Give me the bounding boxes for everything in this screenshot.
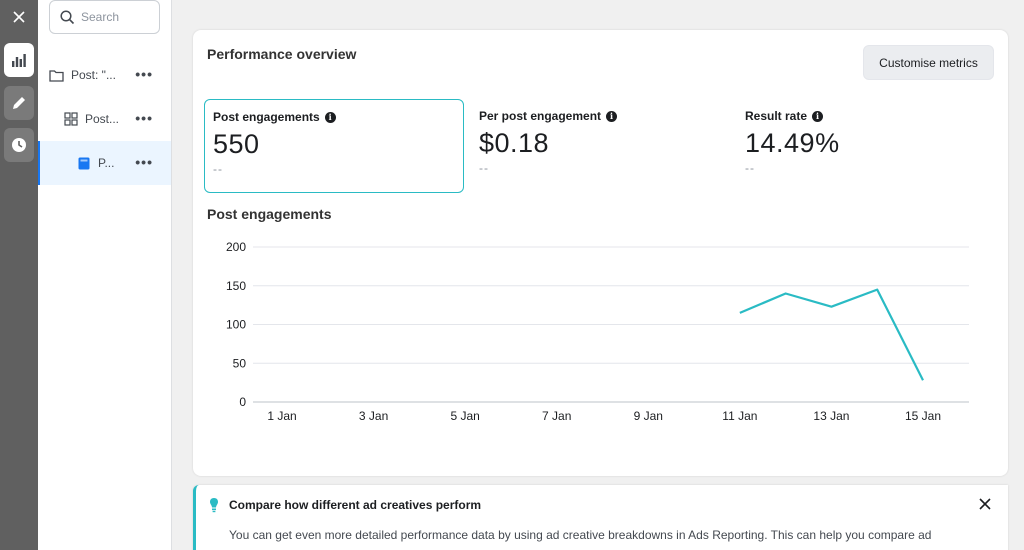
metric-label: Post engagements [213,110,320,124]
y-tick-label: 200 [226,240,246,254]
grid-icon [64,112,78,126]
more-options-icon[interactable]: ••• [135,154,153,170]
x-tick-label: 13 Jan [813,409,849,423]
search-box[interactable] [49,0,160,34]
pencil-icon [13,97,25,109]
more-options-icon[interactable]: ••• [135,110,153,126]
chart-title: Post engagements [207,206,332,222]
x-tick-label: 1 Jan [267,409,296,423]
tree-item-label: Post: "... [71,68,116,82]
metric-value: 14.49% [745,128,840,158]
search-input[interactable] [81,10,151,24]
bar-chart-icon [12,54,26,67]
metric-value: 550 [213,129,260,159]
metric-value: $0.18 [479,128,550,158]
info-icon[interactable]: i [606,110,618,122]
metric-label: Per post engagement [479,109,602,123]
y-tick-label: 0 [239,395,246,409]
banner-text: You can get even more detailed performan… [229,528,932,550]
close-icon [979,498,991,510]
tree-item-ad-set[interactable]: Post... ••• [38,97,171,141]
tree-item-ad[interactable]: P... ••• [38,141,171,185]
post-engagements-chart: 0 50 100 150 200 1 Jan 3 Jan 5 Jan 7 Jan 9 Jan 11 … [226,240,969,423]
y-tick-label: 50 [233,356,247,370]
x-tick-label: 7 Jan [542,409,571,423]
metric-per-post-engagement[interactable]: Per post engagement i $0.18 -- [471,99,731,193]
metric-post-engagements[interactable]: Post engagements i 550 -- [204,99,464,193]
rail-history-button[interactable] [4,128,34,162]
x-tick-label: 15 Jan [905,409,941,423]
metric-label: Result rate [745,109,808,123]
x-tick-label: 9 Jan [634,409,663,423]
metric-comparison: -- [213,162,223,176]
ad-icon [78,157,90,169]
tree-item-label: Post... [85,112,120,126]
tree-item-campaign[interactable]: Post: "... ••• [38,53,171,97]
creative-tip-banner: Compare how different ad creatives perfo… [193,485,1008,550]
search-icon [60,9,75,24]
x-tick-label: 11 Jan [722,409,757,423]
banner-title: Compare how different ad creatives perfo… [229,498,482,512]
lightbulb-icon [210,498,218,513]
y-tick-label: 150 [226,279,246,293]
performance-overview-card: Performance overview Customise metrics P… [193,30,1008,476]
metric-comparison: -- [479,161,489,175]
tree-item-label: P... [98,156,115,170]
close-button[interactable] [4,0,34,34]
x-tick-label: 3 Jan [359,409,388,423]
metric-result-rate[interactable]: Result rate i 14.49% -- [737,99,997,193]
metric-comparison: -- [745,161,755,175]
info-icon[interactable]: i [324,111,336,123]
customise-metrics-button[interactable]: Customise metrics [863,45,994,80]
left-rail [0,0,38,550]
rail-edit-button[interactable] [4,86,34,120]
series-line [739,288,924,381]
rail-reporting-button[interactable] [4,43,34,77]
banner-close-button[interactable] [978,497,994,513]
info-icon[interactable]: i [812,110,824,122]
y-tick-label: 100 [226,318,246,332]
campaign-tree-panel: Post: "... ••• Post... ••• P... ••• [38,0,172,550]
close-icon [13,11,25,23]
more-options-icon[interactable]: ••• [135,66,153,82]
x-tick-label: 5 Jan [450,409,479,423]
folder-icon [49,69,64,82]
clock-icon [12,138,26,152]
card-title: Performance overview [207,46,357,62]
